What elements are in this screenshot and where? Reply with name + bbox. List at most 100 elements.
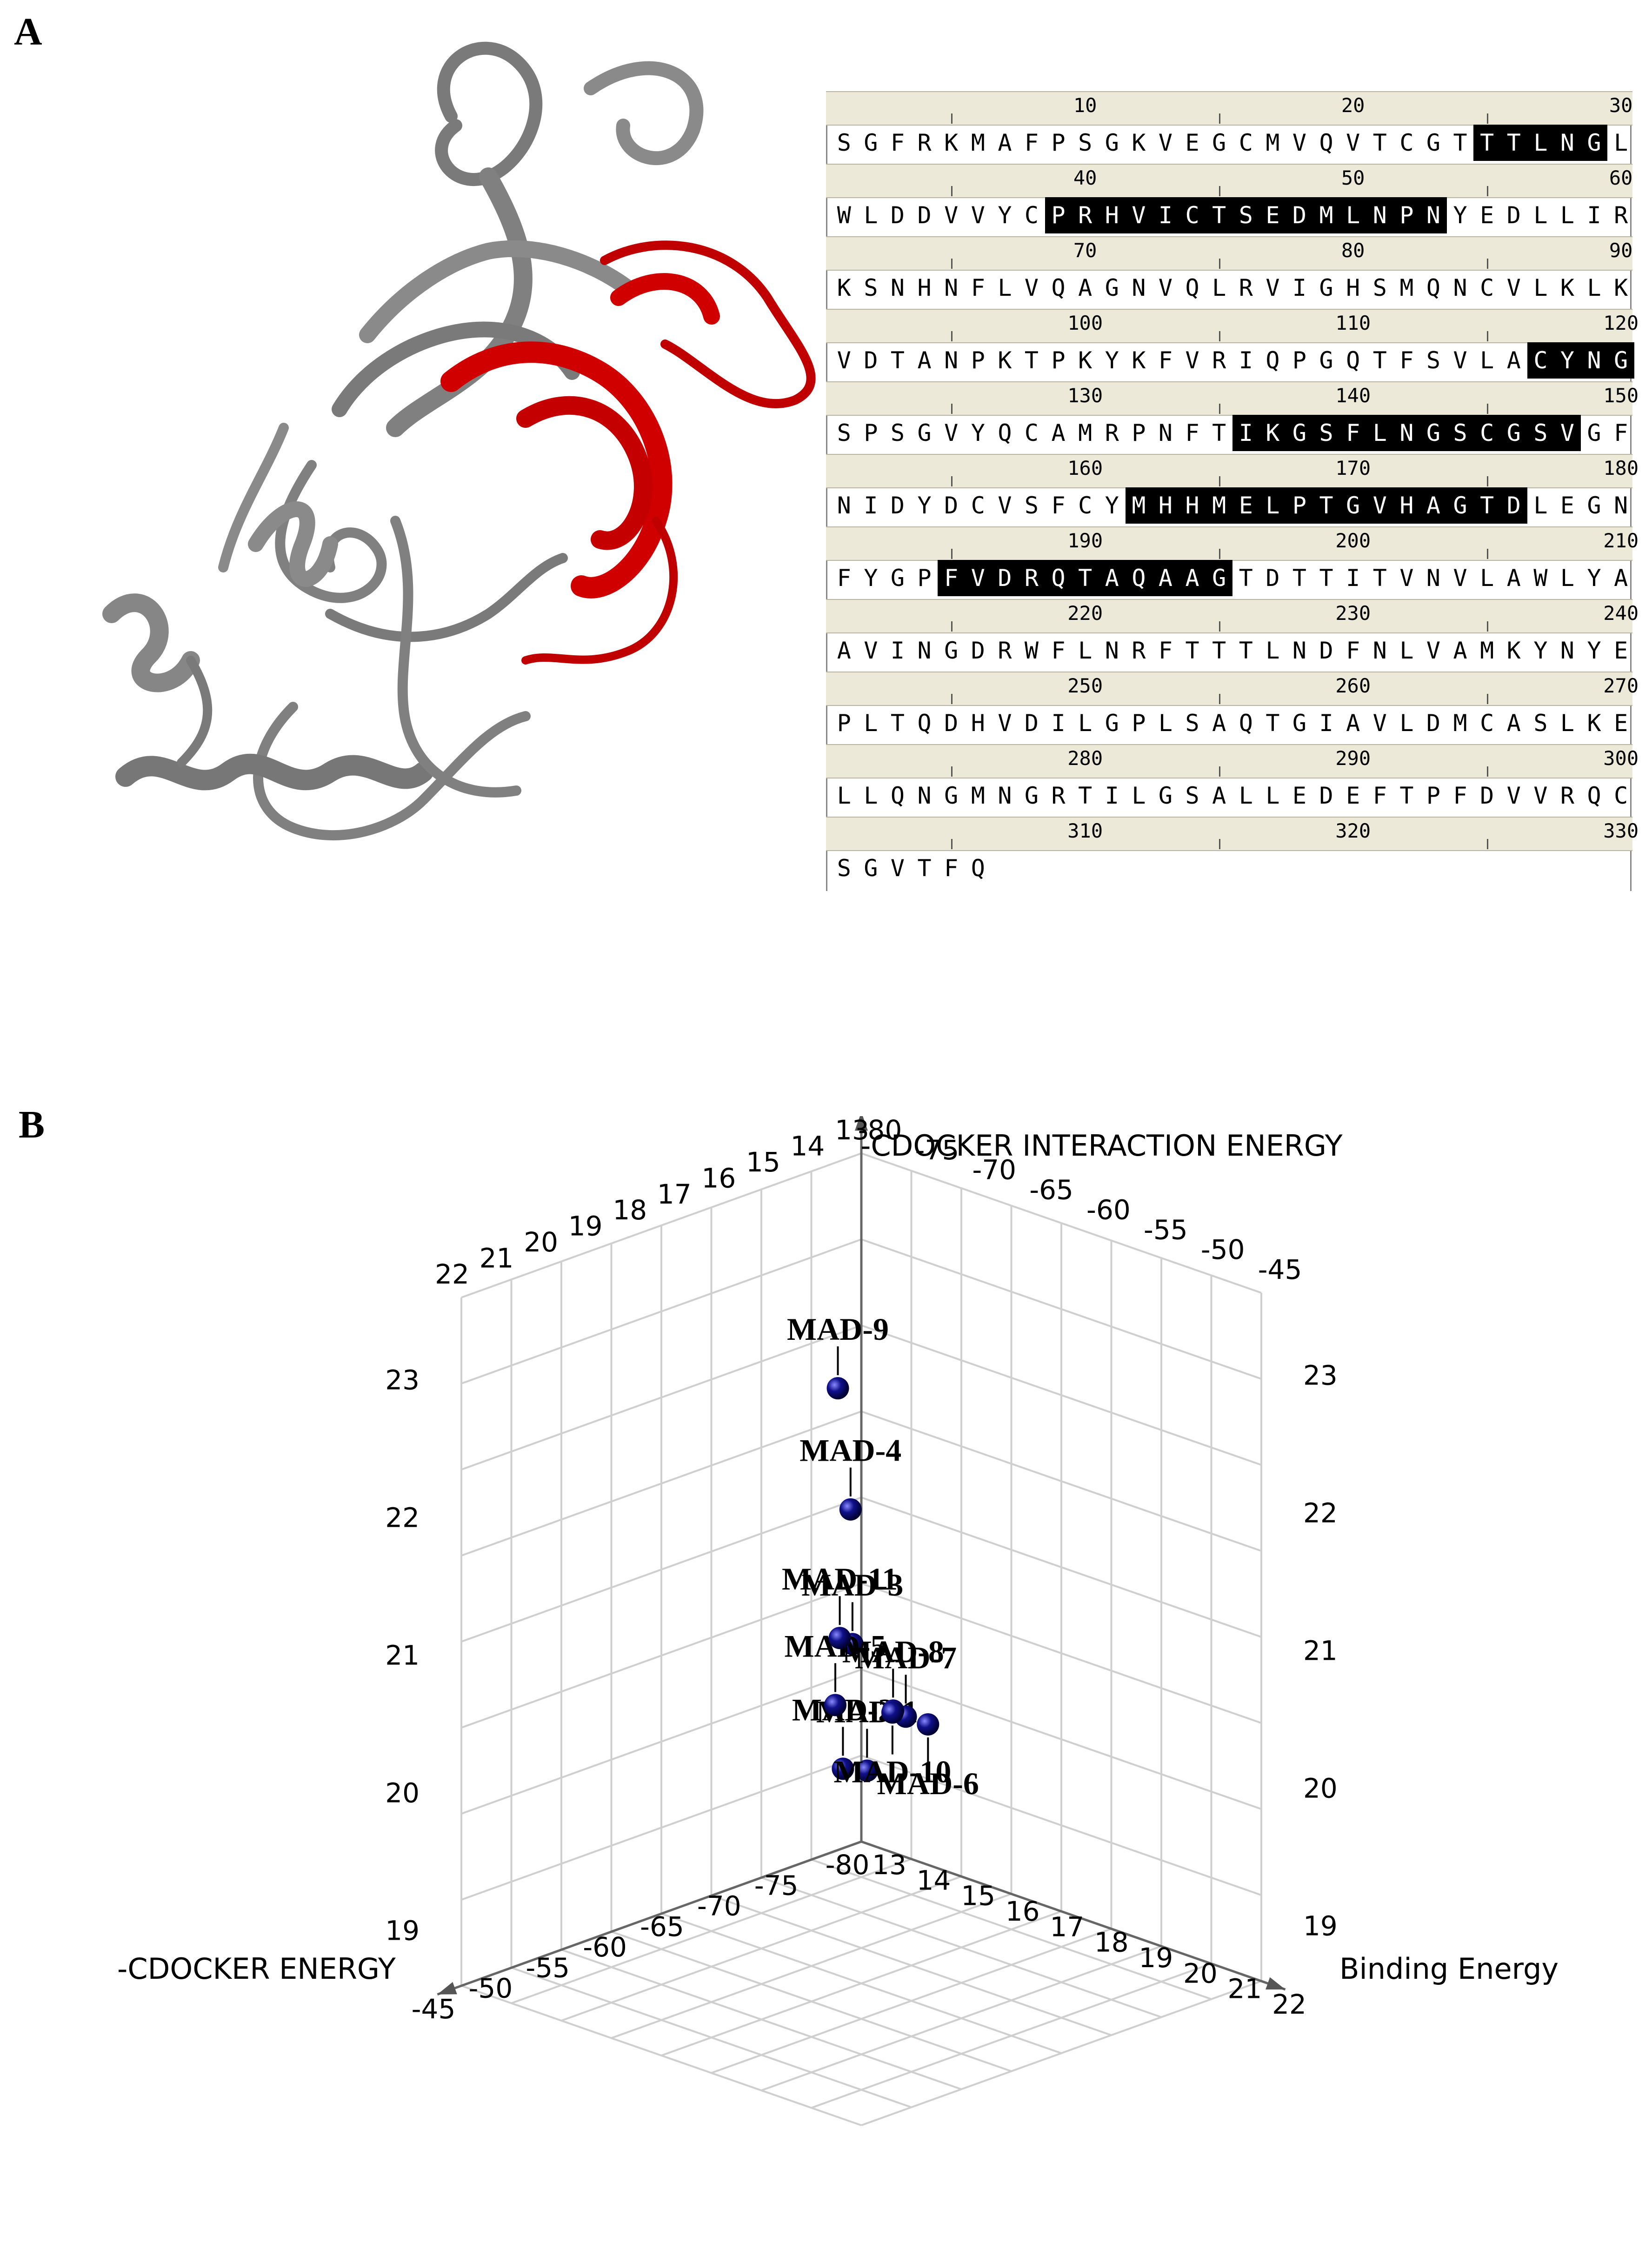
residue: L: [1339, 197, 1366, 233]
residue: D: [1500, 487, 1527, 524]
ruler-number: 170: [1335, 457, 1371, 479]
ruler-tick: [1219, 694, 1221, 704]
left-side-tick-label: 19: [385, 1915, 420, 1947]
back-left-tick-label: 15: [746, 1146, 780, 1178]
ruler-number: 330: [1603, 819, 1639, 842]
residue: N: [1453, 274, 1467, 301]
residue: W: [1024, 637, 1039, 664]
ruler-number: 210: [1603, 529, 1639, 552]
residue: L: [1533, 492, 1548, 519]
right-wall-gridline: [861, 1497, 1262, 1638]
residue: G: [1105, 129, 1119, 156]
right-side-tick-label: 23: [1303, 1360, 1338, 1391]
residue: Y: [1105, 347, 1119, 374]
x-tick-label: -60: [583, 1931, 627, 1963]
residue: N: [1132, 274, 1146, 301]
residue: P: [1132, 710, 1146, 737]
y-tick-label: 14: [917, 1864, 951, 1896]
y-tick-label: 13: [872, 1849, 906, 1881]
residue: D: [917, 202, 932, 229]
ribbon-helix: [102, 593, 200, 692]
residue: G: [1446, 487, 1474, 524]
residue: K: [1587, 710, 1601, 737]
residue: A: [1179, 560, 1206, 596]
ruler-tick: [1487, 476, 1489, 486]
point-marker: [828, 1627, 851, 1650]
residue: F: [1346, 637, 1360, 664]
ruler-tick: [1219, 476, 1221, 486]
residue: R: [1105, 419, 1119, 446]
right-wall-gridline: [861, 1410, 1262, 1552]
residue: G: [1500, 415, 1527, 451]
residue: A: [1212, 710, 1226, 737]
residue: D: [1426, 710, 1441, 737]
residue: L: [864, 710, 878, 737]
right-wall-gridline: [861, 1324, 1262, 1466]
residue: P: [1051, 129, 1066, 156]
left-wall-gridline: [461, 1410, 862, 1557]
point-label: MAD-11: [782, 1561, 898, 1597]
point-marker: [826, 1377, 849, 1400]
residue: E: [1232, 487, 1259, 524]
residue: N: [1292, 637, 1307, 664]
sequence-ruler: 160 170 180: [826, 454, 1639, 488]
y-tick-label: 20: [1183, 1957, 1218, 1989]
residue: E: [1614, 710, 1628, 737]
residue: V: [944, 202, 959, 229]
residue: S: [864, 274, 878, 301]
residue: L: [1399, 710, 1414, 737]
floor-gridline: [611, 1930, 1012, 2072]
ruler-number: 260: [1335, 674, 1371, 697]
residue: T: [1500, 125, 1527, 161]
residue: I: [1319, 710, 1333, 737]
residue: F: [1158, 347, 1173, 374]
residue: V: [998, 492, 1012, 519]
residue: V: [1158, 274, 1173, 301]
residue: D: [1480, 782, 1494, 809]
back-left-tick-label: 22: [435, 1258, 469, 1290]
residue: T: [1372, 129, 1387, 156]
residue: P: [971, 347, 985, 374]
residue: Q: [1346, 347, 1360, 374]
residue: P: [1426, 782, 1441, 809]
ruler-number: 180: [1603, 457, 1639, 479]
right-axis-arrow-head: [1266, 1977, 1286, 1990]
residue: D: [1319, 637, 1333, 664]
residue: Y: [1533, 637, 1548, 664]
residue: Q: [1051, 274, 1066, 301]
right-side-tick-label: 22: [1303, 1497, 1338, 1529]
residue: T: [1372, 347, 1387, 374]
residue: W: [837, 202, 851, 229]
left-wall-gridline: [461, 1497, 862, 1643]
ruler-number: 300: [1603, 747, 1639, 770]
left-axis-arrow: [437, 1840, 862, 1996]
residue: F: [1051, 637, 1066, 664]
residue: F: [1158, 637, 1173, 664]
point-marker: [839, 1498, 862, 1521]
residue: T: [1239, 637, 1253, 664]
ribbon-strand-highlight: [610, 273, 720, 325]
ruler-number: 250: [1067, 674, 1103, 697]
residue: G: [1420, 415, 1447, 451]
ribbon-loop-highlight: [521, 517, 678, 665]
residue: A: [1506, 710, 1521, 737]
sequence-ruler: 280 290 300: [826, 744, 1639, 778]
ruler-tick: [951, 113, 953, 124]
residue: T: [890, 710, 905, 737]
ribbon-loop-highlight: [600, 240, 816, 408]
residue: M: [971, 782, 985, 809]
residue: A: [1078, 274, 1092, 301]
x-tick-label: -70: [697, 1890, 741, 1922]
residue: V: [1158, 129, 1173, 156]
residue: M: [971, 129, 985, 156]
residue: M: [1399, 274, 1414, 301]
residue: L: [1587, 274, 1601, 301]
residue: V: [1366, 487, 1393, 524]
residue: Q: [1319, 129, 1333, 156]
residue: N: [837, 492, 851, 519]
residue: C: [1399, 129, 1414, 156]
residue: L: [1266, 782, 1280, 809]
residue: I: [1105, 782, 1119, 809]
residue: C: [1179, 197, 1206, 233]
ruler-number: 190: [1067, 529, 1103, 552]
